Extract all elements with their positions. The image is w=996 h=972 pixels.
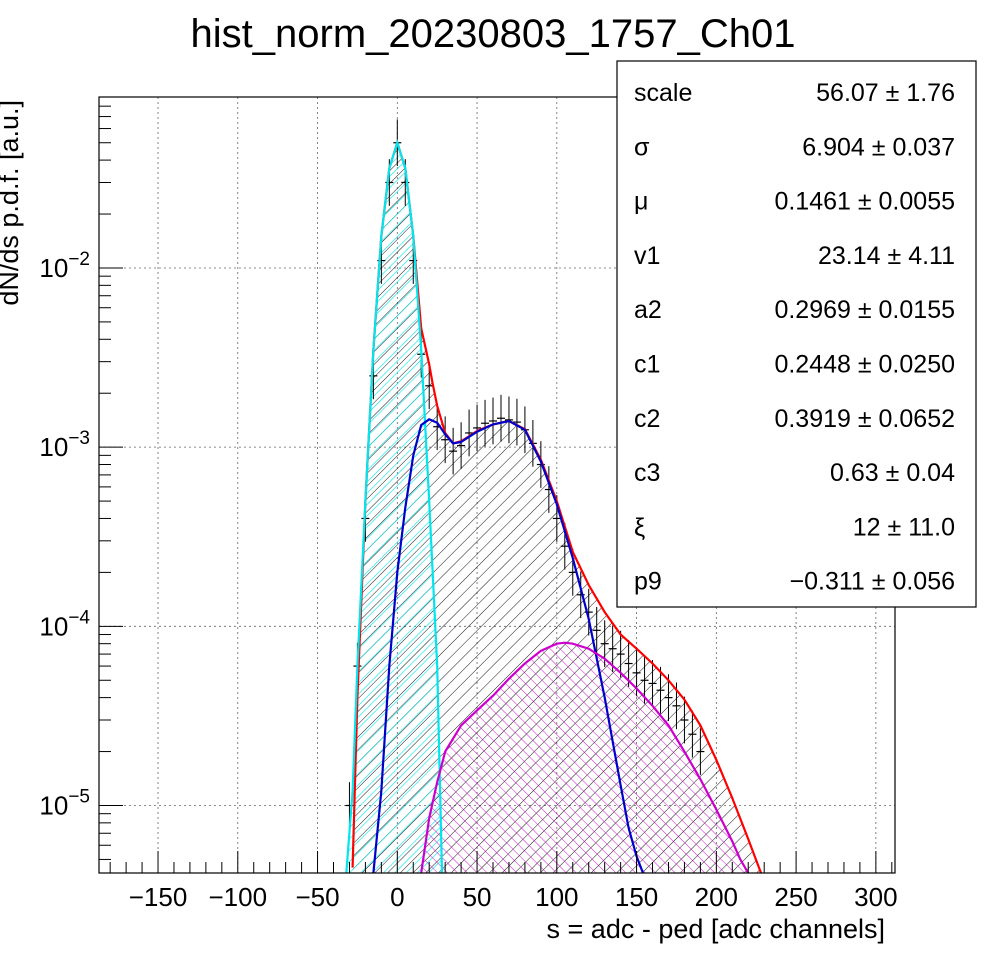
- x-tick-label: 200: [695, 882, 738, 912]
- y-tick-base: 10: [39, 790, 68, 820]
- stat-value-number: 12: [853, 513, 881, 541]
- y-tick-exponent: −5: [68, 786, 90, 807]
- two-pe-component-curve: [420, 641, 750, 873]
- stat-name: σ: [634, 133, 650, 161]
- stat-value: 0.1461 ± 0.0055: [774, 188, 955, 216]
- y-tick-base: 10: [39, 611, 68, 641]
- stat-value-number: 0.3919: [774, 405, 850, 433]
- stat-value: 0.2969 ± 0.0155: [774, 296, 955, 324]
- stat-name: p9: [634, 568, 662, 596]
- stat-error: 0.037: [892, 133, 955, 161]
- stat-value: 12 ± 11.0: [853, 513, 955, 541]
- stat-plus-minus: ±: [858, 351, 879, 379]
- y-tick-label: 10−2: [39, 249, 90, 283]
- stat-value-number: 6.904: [802, 133, 865, 161]
- stat-value: 0.63 ± 0.04: [830, 459, 955, 487]
- stat-value-number: 0.63: [830, 459, 879, 487]
- stat-value-number: 0.2448: [774, 351, 850, 379]
- pedestal-component-curve: [345, 139, 444, 873]
- stat-value: 0.2448 ± 0.0250: [774, 351, 955, 379]
- stat-value: 6.904 ± 0.037: [802, 133, 955, 161]
- stat-value: 0.3919 ± 0.0652: [774, 405, 955, 433]
- stat-plus-minus: ±: [872, 568, 893, 596]
- y-tick-base: 10: [39, 432, 68, 462]
- x-tick-label: −50: [295, 882, 339, 912]
- stat-value-number: 0.1461: [774, 188, 850, 216]
- two-pe-component-hatch-fill: [421, 642, 749, 873]
- x-tick-label: 250: [774, 882, 817, 912]
- stat-value-number: −0.311: [790, 568, 865, 596]
- fit-curves-layer: [345, 139, 763, 873]
- x-tick-label: 100: [535, 882, 578, 912]
- stat-error: 0.04: [906, 459, 955, 487]
- stat-plus-minus: ±: [858, 296, 879, 324]
- y-tick-label: 10−4: [39, 607, 90, 641]
- stats-box-frame: [616, 60, 977, 608]
- x-tick-label: 50: [463, 882, 492, 912]
- y-tick-exponent: −2: [68, 249, 90, 270]
- stat-value: 56.07 ± 1.76: [816, 79, 955, 107]
- y-tick-exponent: −4: [68, 607, 90, 628]
- stat-plus-minus: ±: [888, 242, 909, 270]
- fit-parameters-box: scale 56.07 ± 1.76 σ 6.904 ± 0.037 μ 0.1461 ±…: [616, 60, 977, 608]
- stat-error: 0.0652: [879, 405, 955, 433]
- stat-error: 0.056: [892, 568, 955, 596]
- stat-plus-minus: ±: [886, 459, 907, 487]
- y-tick-base: 10: [39, 253, 68, 283]
- stat-error: 0.0250: [879, 351, 955, 379]
- stat-value-number: 56.07: [816, 79, 879, 107]
- stat-name: a2: [634, 296, 662, 324]
- y-tick-label: 10−3: [39, 428, 90, 462]
- stat-name: c1: [634, 351, 660, 379]
- stat-value-number: 23.14: [818, 242, 881, 270]
- stat-plus-minus: ±: [858, 188, 879, 216]
- stat-error: 4.11: [908, 242, 955, 270]
- x-axis-title: s = adc - ped [adc channels]: [547, 914, 885, 944]
- stat-plus-minus: ±: [858, 405, 879, 433]
- stat-value: −0.311 ± 0.056: [790, 568, 956, 596]
- stat-name: c2: [634, 405, 660, 433]
- chart-title: hist_norm_20230803_1757_Ch01: [191, 12, 796, 56]
- stat-plus-minus: ±: [888, 513, 909, 541]
- pedestal-component-hatch-fill: [346, 142, 442, 873]
- stat-error: 11.0: [908, 513, 955, 541]
- stat-name: μ: [634, 188, 648, 216]
- x-tick-label: 300: [854, 882, 897, 912]
- stat-name: v1: [634, 242, 660, 270]
- stat-plus-minus: ±: [886, 79, 907, 107]
- stat-value-number: 0.2969: [774, 296, 850, 324]
- stat-error: 1.76: [906, 79, 955, 107]
- y-tick-exponent: −3: [68, 428, 90, 449]
- stat-name: c3: [634, 459, 660, 487]
- x-tick-label: 0: [390, 882, 404, 912]
- stat-value: 23.14 ± 4.11: [818, 242, 955, 270]
- y-axis-title: dN/ds p.d.f. [a.u.]: [0, 100, 24, 306]
- x-tick-label: 150: [615, 882, 658, 912]
- single-pe-component-curve: [372, 418, 645, 873]
- x-tick-label: −150: [129, 882, 188, 912]
- stat-name: ξ: [634, 513, 645, 541]
- y-tick-label: 10−5: [39, 786, 90, 820]
- axis-ticks: −150 −100 −50 0 50 100 150 200 250 30010−510−410−…: [39, 96, 898, 912]
- stat-plus-minus: ±: [872, 133, 893, 161]
- x-tick-label: −100: [208, 882, 267, 912]
- stat-name: scale: [634, 79, 692, 107]
- stat-error: 0.0055: [879, 188, 955, 216]
- stat-error: 0.0155: [879, 296, 955, 324]
